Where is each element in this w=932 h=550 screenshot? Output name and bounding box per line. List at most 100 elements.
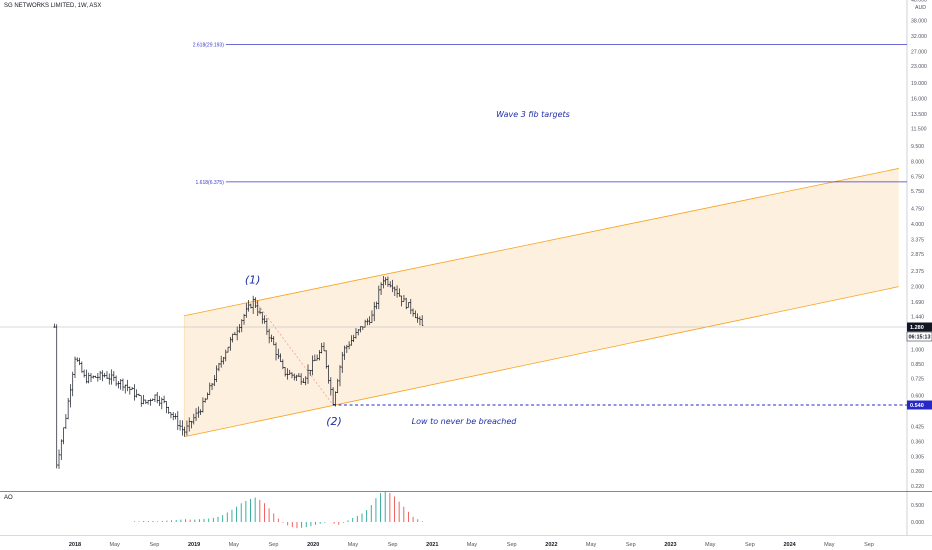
wave-1-label: (1) — [245, 274, 261, 287]
ohlc-bar — [350, 335, 353, 346]
time-tick: May — [586, 542, 597, 548]
ohlc-bar — [354, 328, 358, 339]
ohlc-bar — [119, 379, 122, 390]
fib-target-1618[interactable]: 1.618(6.375) — [196, 180, 907, 186]
ohlc-bar — [279, 353, 282, 363]
ohlc-bar — [142, 394, 145, 405]
ohlc-bar — [359, 326, 362, 333]
ohlc-bar — [267, 328, 271, 344]
ohlc-bar — [416, 313, 419, 323]
ohlc-bar — [66, 398, 70, 420]
time-tick: Sep — [507, 542, 517, 548]
countdown-badge-bg — [906, 331, 932, 342]
countdown-badge: 06:15:13 — [906, 331, 932, 342]
ohlc-bar — [146, 400, 150, 405]
price-tick: 5.750 — [911, 189, 924, 195]
ohlc-bar — [140, 395, 143, 407]
ohlc-bar — [375, 301, 378, 310]
ohlc-bar — [112, 371, 116, 382]
channel-upper-line[interactable] — [184, 168, 899, 317]
ohlc-bar — [377, 285, 381, 310]
ohlc-bar — [229, 336, 232, 351]
price-tick: 23.000 — [911, 64, 927, 70]
price-tick: 0.425 — [911, 425, 924, 431]
ohlc-bar — [87, 372, 90, 384]
ohlc-bar — [414, 310, 417, 319]
price-tick: 0.725 — [911, 376, 924, 382]
channel-lower-line[interactable] — [184, 286, 899, 438]
fib-2618-label: 2.618(29.193) — [193, 42, 224, 48]
ohlc-bar — [126, 379, 129, 392]
ohlc-series[interactable] — [53, 276, 424, 469]
ohlc-bar — [69, 384, 72, 408]
fib-target-2618[interactable]: 2.618(29.193) — [193, 42, 907, 48]
ohlc-bar — [192, 413, 195, 425]
ohlc-bar — [238, 324, 241, 333]
ohlc-bar — [55, 324, 58, 469]
ohlc-bar — [274, 342, 278, 361]
price-tick: 0.305 — [911, 455, 924, 461]
ohlc-bar — [105, 371, 109, 380]
ohlc-bar — [256, 300, 259, 316]
ohlc-bar — [368, 316, 371, 326]
ohlc-bar — [286, 368, 289, 380]
ohlc-bar — [121, 378, 125, 391]
ohlc-bar — [389, 281, 392, 288]
ohlc-bar — [73, 356, 77, 379]
ohlc-bar — [53, 323, 56, 328]
ohlc-bar — [206, 392, 209, 400]
ohlc-bar — [78, 357, 81, 366]
ohlc-bar — [281, 359, 285, 370]
ohlc-bar — [309, 369, 312, 376]
ohlc-bar — [233, 331, 237, 336]
current-price-badge: 1.280 — [907, 322, 932, 332]
ohlc-bar — [71, 371, 74, 397]
price-axis[interactable]: 48.000 38.000 32.000 27.000 23.000 19.000 16.0… — [911, 0, 927, 490]
ohlc-bar — [183, 426, 186, 437]
ohlc-bar — [160, 397, 164, 410]
ohlc-bar — [295, 374, 298, 381]
current-price-badge-bg — [907, 322, 932, 332]
current-price-value: 1.280 — [910, 325, 924, 331]
price-channel[interactable] — [183, 168, 899, 438]
ohlc-bar — [379, 282, 383, 296]
time-axis[interactable]: 2018 May Sep 2019 May Sep 2020 May Sep 2021 May Sep… — [69, 542, 874, 548]
ohlc-bar — [283, 367, 287, 377]
ohlc-bar — [245, 303, 248, 318]
ohlc-bar — [345, 344, 349, 353]
ohlc-bar — [201, 397, 205, 413]
ohlc-bar — [64, 414, 68, 429]
ohlc-bar — [341, 351, 344, 373]
ohlc-bar — [172, 412, 175, 421]
ohlc-bar — [149, 398, 152, 406]
ohlc-bar — [386, 276, 390, 287]
ohlc-bar — [304, 376, 307, 386]
ohlc-bar — [411, 308, 415, 317]
ohlc-bar — [181, 420, 184, 436]
awesome-oscillator-series — [133, 491, 423, 529]
ohlc-bar — [204, 398, 207, 403]
ohlc-bar — [103, 372, 106, 378]
ohlc-bar — [190, 420, 193, 429]
price-tick: 6.750 — [911, 175, 924, 181]
ohlc-bar — [194, 408, 198, 422]
time-tick: Sep — [388, 542, 398, 548]
fib-1618-label: 1.618(6.375) — [196, 180, 225, 186]
ohlc-bar — [272, 336, 275, 346]
ohlc-bar — [400, 295, 403, 307]
ohlc-bar — [231, 333, 234, 343]
time-tick: May — [229, 542, 240, 548]
ohlc-bar — [265, 318, 269, 335]
ohlc-bar — [188, 417, 191, 432]
price-tick: 16.000 — [911, 97, 927, 103]
time-tick: 2022 — [545, 542, 557, 548]
ohlc-bar — [313, 354, 317, 362]
price-tick: 2.000 — [911, 285, 924, 291]
ohlc-bar — [165, 401, 168, 414]
time-tick: Sep — [269, 542, 279, 548]
ohlc-bar — [76, 357, 79, 362]
time-tick: 2018 — [69, 542, 81, 548]
ohlc-bar — [96, 373, 100, 382]
ohlc-bar — [94, 375, 97, 378]
